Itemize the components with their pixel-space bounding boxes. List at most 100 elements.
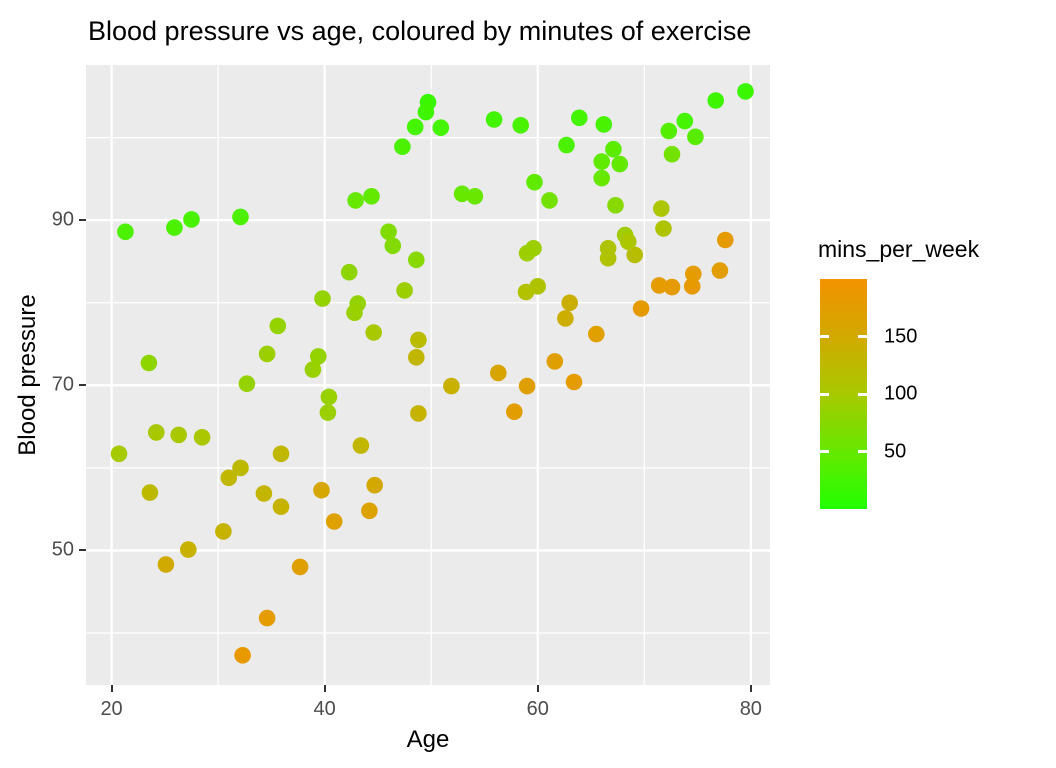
data-point (660, 122, 678, 140)
legend-tick-mark (858, 450, 867, 453)
data-point (687, 128, 704, 146)
data-point (632, 300, 650, 317)
data-point (685, 265, 702, 283)
data-point (148, 424, 165, 441)
data-point (526, 173, 543, 191)
data-point (408, 349, 425, 366)
data-point (663, 145, 681, 163)
data-point (571, 109, 588, 127)
y-tick-label: 70 (51, 373, 74, 396)
legend-tick-mark (820, 335, 829, 338)
data-point (717, 231, 734, 249)
data-point (180, 541, 197, 558)
data-point (406, 118, 424, 136)
data-point (394, 138, 411, 155)
data-point (605, 140, 622, 158)
data-point (432, 119, 450, 136)
data-point (320, 388, 338, 406)
data-point (655, 220, 672, 237)
data-point (183, 211, 200, 228)
data-point (443, 377, 460, 395)
y-tick-label: 90 (51, 208, 74, 231)
legend-tick-mark (858, 335, 867, 338)
data-point (517, 283, 535, 301)
data-point (272, 498, 290, 515)
data-point (593, 169, 610, 187)
data-point (258, 609, 276, 627)
data-point (410, 405, 427, 422)
y-tick-mark (79, 219, 86, 222)
data-point (363, 188, 380, 205)
data-point (518, 377, 536, 395)
data-point (140, 354, 158, 372)
data-point (157, 556, 175, 573)
x-tick-mark (323, 685, 326, 692)
data-point (366, 476, 384, 494)
x-tick-mark (536, 685, 539, 692)
data-point (141, 484, 159, 501)
data-point (269, 317, 287, 335)
x-tick-mark (110, 685, 113, 692)
data-point (232, 459, 249, 477)
data-point (711, 262, 729, 279)
data-point (352, 437, 370, 454)
colorbar-legend: mins_per_week 150 100 50 (818, 236, 1053, 509)
data-point (396, 282, 413, 299)
data-point (676, 112, 694, 130)
x-tick-mark (749, 685, 752, 692)
data-point (319, 404, 337, 421)
data-point (304, 361, 322, 378)
data-point (653, 200, 670, 217)
data-point (663, 278, 681, 296)
data-point (707, 92, 724, 109)
legend-tick-label: 50 (884, 440, 907, 462)
x-tick-label: 20 (100, 698, 123, 720)
data-point (525, 240, 542, 257)
data-point (546, 353, 564, 370)
legend-tick-label: 100 (884, 382, 918, 405)
plot-canvas (86, 65, 770, 685)
data-point (380, 223, 397, 241)
data-point (737, 83, 754, 100)
chart-title: Blood pressure vs age, coloured by minut… (88, 16, 752, 46)
data-point (561, 294, 578, 312)
data-point (255, 485, 273, 502)
data-point (346, 304, 363, 321)
data-point (620, 233, 637, 250)
data-point (220, 469, 238, 487)
x-axis-title: Age (406, 726, 450, 753)
data-point (232, 208, 249, 226)
data-point (347, 192, 364, 209)
data-point (193, 429, 211, 446)
data-point (599, 249, 617, 267)
data-point (626, 246, 643, 264)
data-point (453, 185, 471, 203)
data-point (314, 290, 331, 307)
data-point (166, 219, 183, 236)
data-point (310, 348, 327, 365)
plot-panel (86, 65, 770, 685)
data-point (506, 403, 523, 421)
legend-tick-mark (858, 392, 867, 396)
data-point (557, 310, 574, 327)
data-point (565, 373, 583, 391)
y-tick-label: 50 (51, 538, 74, 561)
data-point (683, 278, 701, 295)
y-tick-mark (79, 549, 86, 552)
legend-tick-label: 150 (884, 325, 918, 347)
x-tick-label: 40 (313, 698, 336, 720)
legend-tick-mark (820, 450, 829, 453)
data-point (117, 223, 134, 241)
x-tick-label: 80 (739, 698, 762, 720)
data-point (340, 263, 358, 281)
data-point (541, 192, 558, 209)
data-point (417, 103, 435, 121)
data-point (365, 324, 383, 341)
legend-title: mins_per_week (818, 236, 980, 262)
data-point (313, 481, 330, 499)
data-point (650, 277, 668, 294)
data-point (170, 426, 187, 444)
x-tick-label: 60 (526, 698, 549, 720)
data-point (325, 513, 343, 530)
legend-tick-mark (820, 392, 829, 396)
